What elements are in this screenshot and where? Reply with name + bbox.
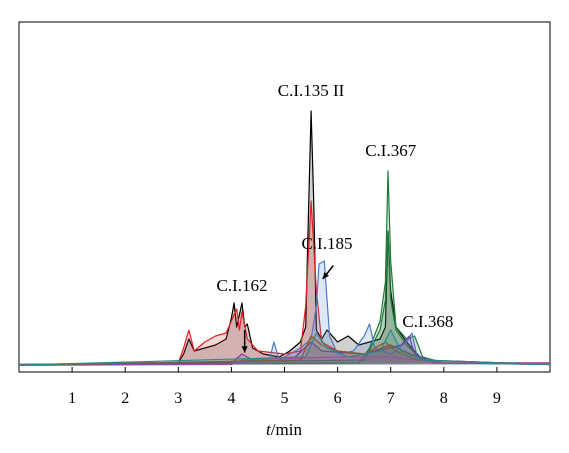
x-tick-label-6: 6 [334,390,342,407]
x-tick-label-7: 7 [387,390,395,407]
peak-label-2: C.I.185 [301,234,352,253]
peak-label-0: C.I.135 II [278,81,345,100]
series-line-1 [18,200,551,366]
x-tick-label-4: 4 [227,390,235,407]
x-axis-title: t/min [266,420,302,439]
x-tick-label-5: 5 [281,390,289,407]
series-line-3 [18,230,551,366]
series-line-6 [18,356,550,366]
annotation-arrowhead-1 [322,272,330,279]
x-tick-label-2: 2 [121,390,129,407]
plot-frame [18,21,551,373]
peak-label-4: C.I.368 [402,312,453,331]
peak-annotations: C.I.135 II C.I.367 C.I.185 C.I.162 C.I.368 [217,81,453,353]
series-line-2 [18,170,551,366]
x-tick-label-9: 9 [493,390,501,407]
x-tick-label-8: 8 [440,390,448,407]
series-line-8 [18,329,551,366]
series-line-7 [18,335,551,366]
x-axis-ticks: 1 2 3 4 5 6 7 8 9 [68,367,501,407]
series-line-0 [18,110,550,366]
x-tick-label-1: 1 [68,390,76,407]
peak-label-3: C.I.162 [217,276,268,295]
series-layer [18,110,551,366]
annotation-arrowhead-0 [241,346,248,353]
x-tick-label-3: 3 [174,390,182,407]
series-line-4 [18,260,551,366]
peak-label-1: C.I.367 [365,141,417,160]
